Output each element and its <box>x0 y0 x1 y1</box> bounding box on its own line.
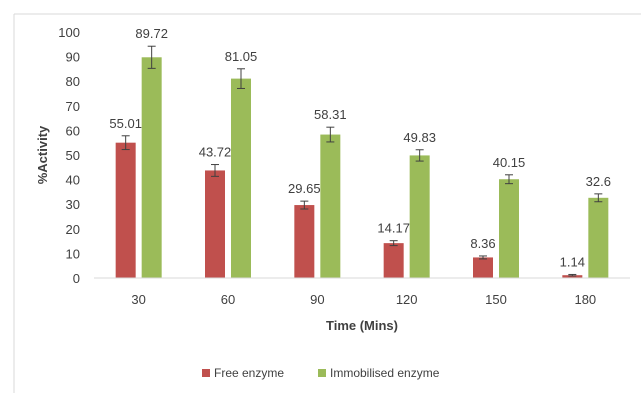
error-bar <box>479 255 487 260</box>
bar-free-enzyme <box>562 275 583 278</box>
data-labels: 55.01 43.72 29.65 14.17 8.36 1.14 89.72 81.05 58… <box>109 26 611 269</box>
data-label: 29.65 <box>288 181 321 196</box>
x-tick-label: 90 <box>310 292 324 307</box>
error-bar <box>121 135 130 151</box>
legend: Free enzyme Immobilised enzyme <box>202 366 440 380</box>
data-label: 32.6 <box>586 174 611 189</box>
legend-item-immobilised-enzyme: Immobilised enzyme <box>318 366 440 380</box>
bar-immobilised-enzyme <box>588 197 609 278</box>
bar-free-enzyme <box>205 170 225 278</box>
bars <box>115 57 609 278</box>
bar-immobilised-enzyme <box>499 179 519 278</box>
error-bar <box>568 273 577 277</box>
y-tick-label: 10 <box>66 246 80 261</box>
y-tick-label: 70 <box>66 99 80 114</box>
legend-swatch <box>318 369 326 377</box>
data-label: 81.05 <box>225 49 258 64</box>
x-tick-label: 60 <box>221 292 235 307</box>
y-tick-label: 90 <box>66 50 80 65</box>
error-bar <box>211 164 219 177</box>
error-bar <box>326 126 335 143</box>
data-label: 1.14 <box>560 254 585 269</box>
error-bar <box>415 149 424 162</box>
bar-free-enzyme <box>294 205 315 278</box>
y-tick-label: 60 <box>66 123 80 138</box>
y-tick-label: 100 <box>58 25 80 40</box>
bar-immobilised-enzyme <box>231 78 251 278</box>
data-label: 49.83 <box>403 130 436 145</box>
bar-immobilised-enzyme <box>141 57 162 278</box>
x-axis: 30 60 90 120 150 180 <box>131 292 596 307</box>
data-label: 40.15 <box>493 155 526 170</box>
error-bar <box>300 200 309 210</box>
y-tick-label: 20 <box>66 222 80 237</box>
y-axis-title: %Activity <box>35 125 50 184</box>
y-tick-label: 30 <box>66 197 80 212</box>
data-label: 55.01 <box>109 116 142 131</box>
x-tick-label: 150 <box>485 292 507 307</box>
data-label: 14.17 <box>377 221 410 236</box>
y-axis: 0 10 20 30 40 50 60 70 80 90 100 <box>58 25 80 286</box>
x-tick-label: 30 <box>131 292 145 307</box>
error-bars <box>121 45 603 277</box>
data-label: 8.36 <box>470 236 495 251</box>
bar-immobilised-enzyme <box>320 134 341 278</box>
legend-swatch <box>202 369 210 377</box>
bar-free-enzyme <box>115 142 136 278</box>
x-axis-title: Time (Mins) <box>326 318 398 333</box>
error-bar <box>594 193 603 203</box>
legend-item-free-enzyme: Free enzyme <box>202 366 284 380</box>
legend-label: Free enzyme <box>214 366 284 380</box>
x-tick-label: 180 <box>574 292 596 307</box>
y-tick-label: 0 <box>73 271 80 286</box>
data-label: 89.72 <box>135 26 168 41</box>
error-bar <box>505 174 513 185</box>
legend-label: Immobilised enzyme <box>330 366 440 380</box>
y-tick-label: 80 <box>66 74 80 89</box>
bar-free-enzyme <box>473 257 493 278</box>
error-bar <box>237 68 245 89</box>
bar-free-enzyme <box>383 243 404 278</box>
x-tick-label: 120 <box>396 292 418 307</box>
data-label: 43.72 <box>199 145 232 160</box>
data-label: 58.31 <box>314 107 347 122</box>
y-tick-label: 40 <box>66 173 80 188</box>
error-bar <box>147 45 156 69</box>
error-bar <box>389 240 398 247</box>
bar-immobilised-enzyme <box>409 155 430 278</box>
y-tick-label: 50 <box>66 148 80 163</box>
